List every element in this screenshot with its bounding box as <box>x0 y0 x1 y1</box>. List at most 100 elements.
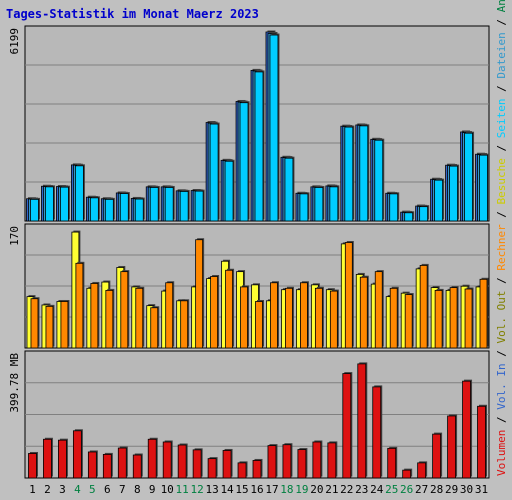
legend-entry: Dateien <box>495 32 508 78</box>
bar-seiten-day-10 <box>164 187 174 222</box>
bar-seiten-day-22 <box>344 126 354 222</box>
bar-rechner-day-20 <box>314 287 323 349</box>
x-tick-label: 3 <box>59 483 66 496</box>
bar-seiten-day-8 <box>134 198 144 222</box>
bar-volumen-day-29 <box>447 415 456 479</box>
x-tick-label: 21 <box>325 483 338 496</box>
x-tick-label: 2 <box>44 483 51 496</box>
y-max-label: 399.78 MB <box>8 353 21 413</box>
bar-volumen-day-16 <box>252 460 262 479</box>
bar-volumen-day-27 <box>417 462 427 479</box>
x-tick-label: 5 <box>89 483 96 496</box>
bar-seiten-day-23 <box>359 125 369 222</box>
bar-volumen-day-22 <box>342 373 352 479</box>
x-tick-label: 24 <box>370 483 384 496</box>
bar-seiten-day-1 <box>30 198 39 222</box>
bar-rechner-day-29 <box>449 287 458 349</box>
chart-panels: 6199 170 399.78 MB <box>8 25 490 479</box>
bar-seiten-day-3 <box>60 186 69 222</box>
bar-volumen-day-25 <box>387 447 397 479</box>
x-tick-label: 17 <box>265 483 278 496</box>
x-tick-label: 15 <box>235 483 248 496</box>
bar-rechner-day-11 <box>180 300 189 349</box>
chart-title: Tages-Statistik im Monat Maerz 2023 <box>6 7 259 21</box>
x-tick-label: 29 <box>445 483 458 496</box>
bar-rechner-day-26 <box>404 294 413 349</box>
x-tick-label: 20 <box>310 483 323 496</box>
x-tick-label: 22 <box>340 483 353 496</box>
bar-seiten-day-5 <box>89 197 99 222</box>
bar-volumen-day-3 <box>58 439 67 479</box>
y-max-label: 6199 <box>8 28 21 55</box>
bar-rechner-day-8 <box>135 287 144 349</box>
x-tick-label: 13 <box>205 483 218 496</box>
bar-volumen-day-17 <box>267 445 277 479</box>
x-tick-label: 7 <box>119 483 126 496</box>
bar-seiten-day-24 <box>374 139 384 222</box>
bar-volumen-day-6 <box>102 453 112 479</box>
x-tick-label: 28 <box>430 483 443 496</box>
legend-entry: Rechner <box>495 224 508 271</box>
bar-volumen-day-15 <box>237 462 247 479</box>
bar-rechner-day-19 <box>300 282 308 349</box>
panel-requests: 6199 <box>8 25 490 222</box>
bar-volumen-day-18 <box>282 444 292 479</box>
bar-volumen-day-24 <box>372 386 382 479</box>
bar-volumen-day-23 <box>357 363 367 479</box>
bar-rechner-day-6 <box>105 289 114 349</box>
bar-seiten-day-25 <box>389 193 399 222</box>
bar-seiten-day-18 <box>284 157 294 222</box>
bar-rechner-day-15 <box>240 286 248 349</box>
legend-entry: / <box>495 271 508 291</box>
bar-seiten-day-9 <box>149 187 159 222</box>
bar-volumen-day-26 <box>402 469 412 479</box>
bar-seiten-day-19 <box>299 193 309 222</box>
bar-volumen-day-2 <box>43 438 52 479</box>
bar-volumen-day-21 <box>327 442 337 479</box>
x-tick-label: 25 <box>385 483 398 496</box>
legend-entry: Anfragen <box>495 0 508 12</box>
bar-rechner-day-28 <box>434 289 443 349</box>
x-tick-label: 12 <box>191 483 204 496</box>
x-tick-label: 6 <box>104 483 111 496</box>
legend-entry: / <box>495 204 508 224</box>
bar-rechner-day-14 <box>225 269 233 349</box>
bar-volumen-day-13 <box>207 458 217 479</box>
bar-seiten-day-20 <box>314 187 324 222</box>
bar-rechner-day-27 <box>419 264 428 349</box>
bar-rechner-day-30 <box>464 288 473 349</box>
bar-volumen-day-7 <box>117 447 127 479</box>
legend-entry: / <box>495 12 508 32</box>
bar-seiten-day-11 <box>179 191 189 222</box>
x-tick-label: 26 <box>400 483 413 496</box>
bar-volumen-day-31 <box>477 405 486 479</box>
bar-rechner-day-13 <box>210 276 218 349</box>
x-tick-label: 9 <box>149 483 156 496</box>
bar-seiten-day-21 <box>329 186 339 222</box>
bar-seiten-day-12 <box>194 190 204 222</box>
bar-rechner-day-23 <box>359 276 368 349</box>
bar-seiten-day-2 <box>45 186 54 222</box>
x-tick-label: 31 <box>475 483 488 496</box>
x-tick-label: 10 <box>161 483 174 496</box>
legend-entry: / <box>495 138 508 158</box>
x-tick-label: 1 <box>29 483 36 496</box>
x-tick-label: 4 <box>74 483 81 496</box>
bar-volumen-day-12 <box>192 449 202 479</box>
bar-seiten-day-15 <box>239 102 249 222</box>
legend-entry: Vol. Out <box>495 291 508 344</box>
bar-seiten-day-27 <box>419 206 429 222</box>
legend-entry: Besuche <box>495 158 508 204</box>
bar-rechner-day-17 <box>270 282 278 349</box>
x-tick-label: 8 <box>134 483 141 496</box>
legend-entry: / <box>495 344 508 364</box>
bar-volumen-day-4 <box>72 430 82 479</box>
bar-rechner-day-31 <box>479 278 488 349</box>
bar-seiten-day-30 <box>464 132 473 222</box>
bar-rechner-day-4 <box>75 262 84 349</box>
bar-seiten-day-31 <box>479 154 488 222</box>
bar-rechner-day-7 <box>120 271 129 349</box>
legend-entry: / <box>495 410 508 430</box>
bar-seiten-day-7 <box>119 193 129 222</box>
